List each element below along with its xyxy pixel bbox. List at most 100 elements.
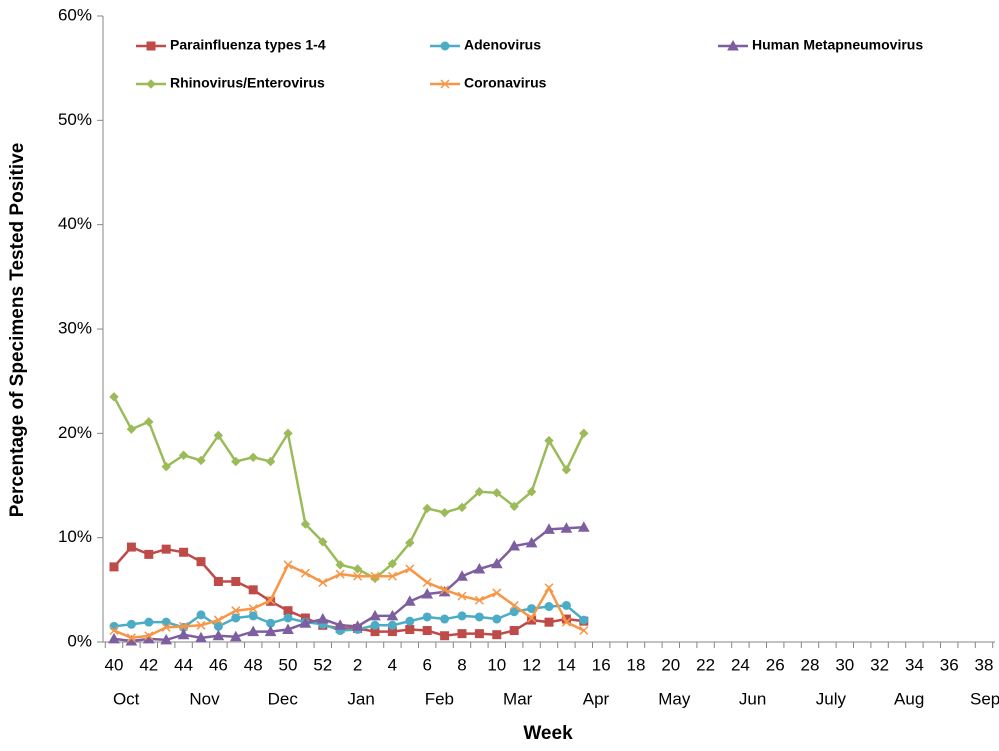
marker [561, 465, 572, 475]
legend-label: Parainfluenza types 1-4 [170, 37, 326, 53]
x-tick-label: 26 [766, 655, 785, 674]
x-tick-label: 14 [557, 655, 576, 674]
marker [248, 604, 258, 614]
marker [179, 547, 189, 557]
marker [229, 630, 242, 642]
marker [212, 629, 225, 641]
y-tick-label: 10% [58, 527, 92, 546]
marker [457, 611, 467, 621]
marker [283, 428, 293, 439]
month-label: Jun [739, 689, 766, 708]
x-tick-label: 42 [139, 655, 158, 674]
marker [283, 560, 293, 570]
marker [146, 41, 156, 51]
x-tick-label: 6 [422, 655, 431, 674]
marker [144, 417, 154, 427]
marker [457, 629, 467, 639]
marker [405, 564, 415, 574]
x-tick-label: 32 [870, 655, 889, 674]
series-line [113, 563, 585, 640]
marker [543, 523, 555, 534]
marker [422, 577, 432, 588]
x-tick-label: 48 [244, 655, 263, 674]
month-label: Aug [894, 689, 924, 708]
marker [370, 571, 380, 581]
marker [369, 609, 381, 621]
x-tick-label: 24 [731, 655, 750, 674]
month-label: Feb [425, 689, 454, 708]
marker [179, 621, 189, 631]
marker [544, 602, 554, 612]
marker [353, 571, 363, 581]
marker [231, 606, 241, 616]
x-tick-label: 30 [835, 655, 854, 674]
marker [144, 549, 154, 559]
marker [421, 587, 434, 599]
marker [144, 631, 154, 641]
marker [283, 613, 293, 623]
series-line [112, 396, 585, 580]
legend: Parainfluenza types 1-4 Adenovirus Human M… [136, 37, 923, 91]
x-tick-label: 44 [174, 655, 193, 674]
series-line [113, 604, 585, 632]
x-tick-label: 2 [353, 655, 362, 674]
marker [109, 625, 119, 636]
y-tick-label: 60% [58, 5, 92, 24]
marker [370, 620, 380, 630]
marker [456, 570, 468, 581]
marker [108, 632, 120, 644]
marker [248, 452, 258, 463]
marker [422, 612, 432, 622]
marker [509, 626, 519, 636]
marker [266, 595, 276, 605]
legend-label: Rhinovirus/Enterovirus [170, 75, 325, 91]
marker [561, 600, 571, 610]
marker [300, 519, 311, 529]
marker [146, 79, 156, 89]
marker [387, 571, 397, 581]
marker [196, 557, 206, 567]
month-label: May [658, 689, 691, 708]
marker [386, 609, 399, 621]
marker [213, 576, 223, 586]
month-label: Nov [189, 689, 220, 708]
marker [490, 557, 503, 569]
x-tick-label: 4 [388, 655, 397, 674]
marker [195, 631, 207, 643]
marker [579, 428, 589, 439]
y-tick-label: 40% [58, 214, 92, 233]
marker [352, 564, 363, 574]
y-tick-label: 30% [58, 318, 92, 337]
marker [196, 620, 206, 630]
marker [457, 591, 467, 601]
marker [264, 625, 277, 637]
month-label: July [816, 689, 847, 708]
marker [508, 539, 521, 551]
marker [126, 633, 136, 643]
marker [492, 588, 502, 598]
marker [351, 620, 364, 631]
marker [727, 39, 739, 51]
marker [492, 630, 502, 640]
marker [560, 522, 573, 533]
x-tick-label: 8 [457, 655, 466, 674]
marker [509, 607, 519, 617]
marker [492, 614, 502, 624]
legend-label: Human Metapneumovirus [752, 37, 923, 53]
marker [474, 629, 484, 639]
marker [474, 612, 484, 622]
marker [474, 595, 484, 605]
marker [561, 617, 571, 627]
marker [283, 606, 293, 616]
marker [526, 487, 537, 497]
marker [509, 600, 519, 611]
marker [405, 538, 415, 548]
x-tick-label: 40 [105, 655, 124, 674]
marker [126, 542, 136, 552]
marker [544, 617, 554, 627]
marker [440, 631, 450, 641]
x-tick-label: 28 [801, 655, 820, 674]
month-label: Oct [113, 689, 140, 708]
marker [318, 537, 328, 547]
